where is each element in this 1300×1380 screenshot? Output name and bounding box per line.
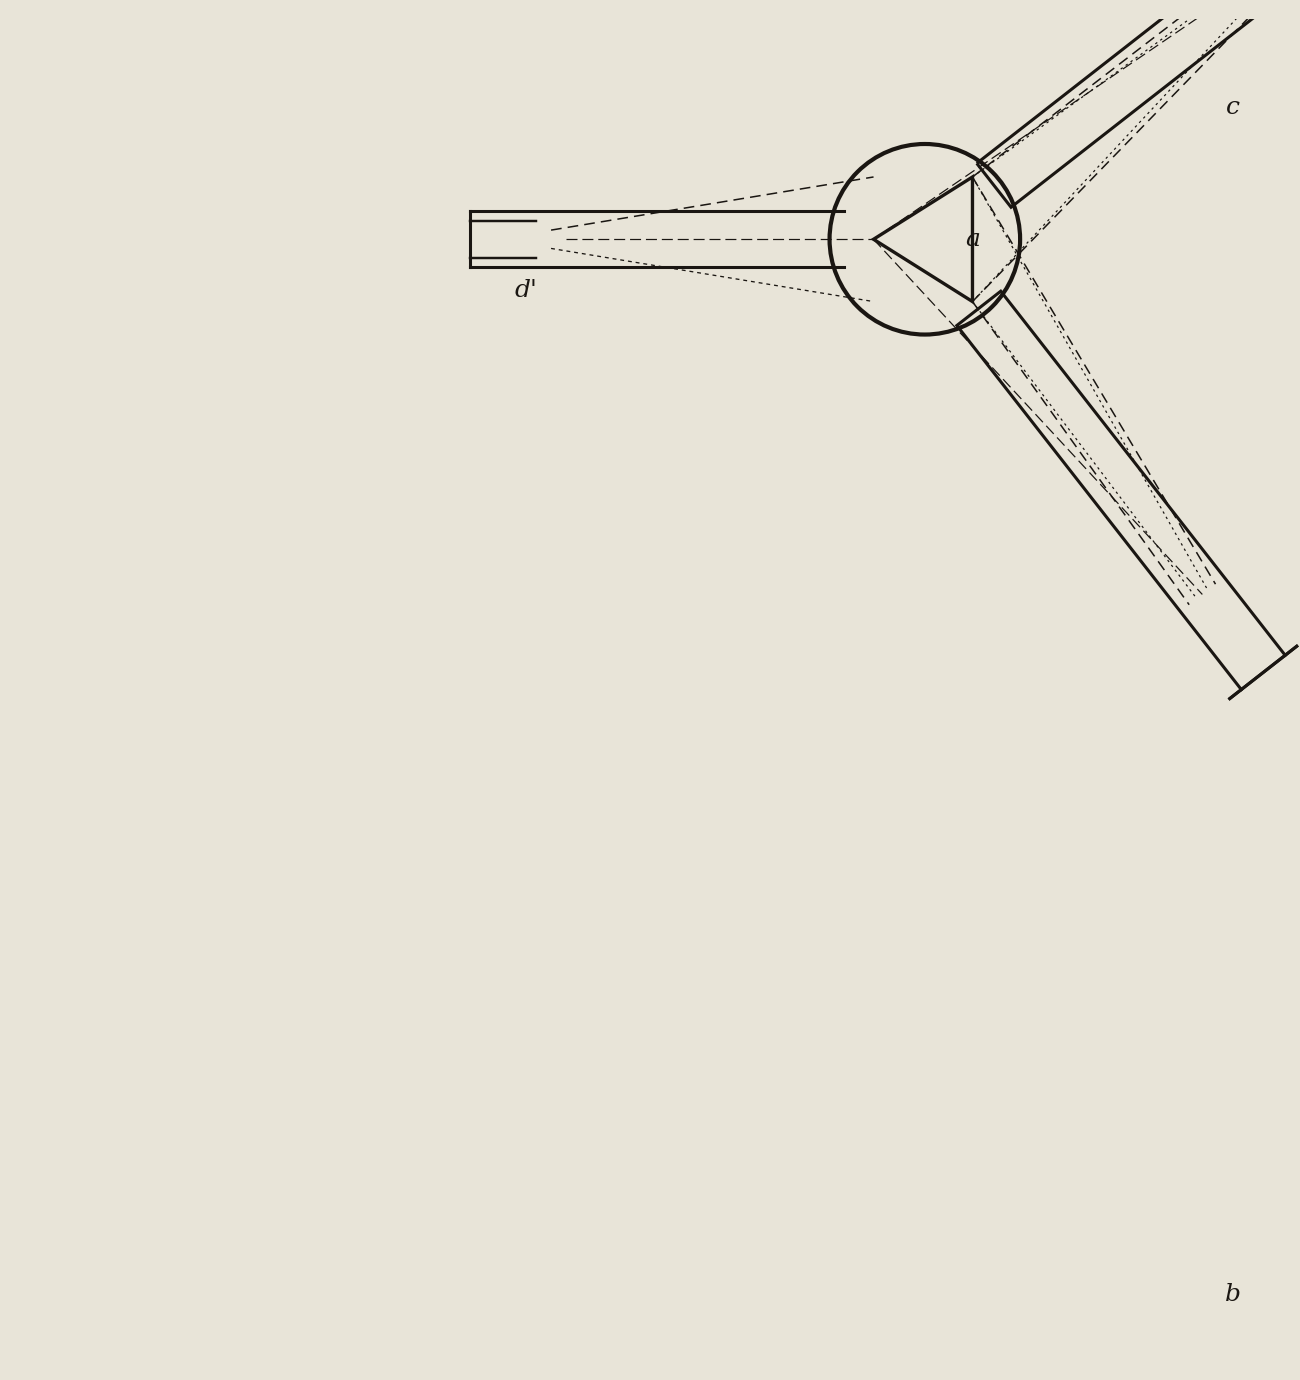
Text: a: a	[965, 228, 980, 251]
Text: b: b	[1225, 1283, 1240, 1305]
Text: d': d'	[515, 279, 537, 302]
Text: c: c	[1226, 95, 1240, 119]
